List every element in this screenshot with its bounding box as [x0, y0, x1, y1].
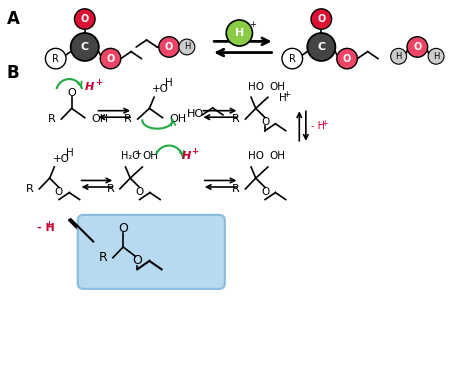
Text: +: +	[283, 90, 290, 99]
Text: H: H	[182, 151, 191, 161]
Text: OH: OH	[270, 82, 286, 91]
Text: O: O	[67, 87, 76, 98]
Text: H: H	[85, 82, 94, 92]
Text: H: H	[165, 78, 173, 88]
Text: +: +	[45, 220, 52, 229]
Text: A: A	[7, 10, 19, 28]
Text: OH: OH	[142, 151, 158, 161]
Text: H: H	[395, 52, 402, 61]
Text: O: O	[261, 117, 269, 127]
Text: HO: HO	[248, 151, 264, 161]
FancyBboxPatch shape	[78, 215, 225, 289]
Text: +O: +O	[54, 154, 70, 164]
Text: O: O	[118, 222, 128, 235]
Text: OH: OH	[92, 114, 109, 124]
Text: C: C	[81, 42, 89, 52]
Text: R: R	[99, 251, 107, 264]
Text: R: R	[232, 184, 240, 194]
Text: O: O	[343, 53, 351, 63]
Text: +: +	[321, 119, 328, 128]
Text: O: O	[81, 14, 89, 24]
Text: O: O	[413, 42, 421, 52]
Circle shape	[159, 37, 179, 57]
Circle shape	[337, 48, 357, 69]
Text: - H: - H	[311, 121, 325, 131]
Text: R: R	[124, 114, 132, 124]
Circle shape	[282, 48, 302, 69]
Text: R: R	[289, 53, 296, 63]
Text: H: H	[66, 148, 74, 158]
Text: R: R	[107, 184, 114, 194]
Text: H: H	[235, 28, 244, 38]
Text: OH: OH	[170, 114, 187, 124]
Text: R: R	[26, 184, 34, 194]
Text: H₂O: H₂O	[121, 151, 140, 161]
Circle shape	[46, 48, 66, 69]
Text: R: R	[232, 114, 240, 124]
Circle shape	[100, 48, 121, 69]
Text: O: O	[55, 187, 63, 197]
Text: HO: HO	[187, 109, 204, 119]
Text: B: B	[7, 63, 19, 82]
Text: - H: - H	[36, 223, 54, 233]
Text: H: H	[184, 43, 190, 51]
Text: +: +	[134, 149, 141, 158]
Text: O: O	[317, 14, 326, 24]
Circle shape	[407, 37, 428, 57]
Text: +: +	[249, 20, 256, 29]
Text: +O: +O	[152, 84, 169, 94]
Text: O: O	[132, 254, 142, 267]
Text: O: O	[106, 53, 115, 63]
Text: R: R	[48, 114, 56, 124]
Circle shape	[71, 33, 99, 61]
Text: C: C	[317, 42, 325, 52]
Text: +: +	[95, 78, 102, 87]
Text: HO: HO	[248, 82, 264, 91]
Text: O: O	[261, 187, 269, 197]
Circle shape	[428, 48, 444, 64]
Circle shape	[391, 48, 407, 64]
Text: H: H	[433, 52, 439, 61]
Circle shape	[226, 20, 253, 46]
Text: OH: OH	[270, 151, 286, 161]
Text: O: O	[136, 187, 144, 197]
Circle shape	[74, 9, 95, 29]
Text: H: H	[279, 93, 287, 103]
Circle shape	[179, 39, 195, 55]
Circle shape	[311, 9, 332, 29]
Text: O: O	[165, 42, 173, 52]
Circle shape	[307, 33, 336, 61]
Text: +: +	[191, 147, 198, 156]
Text: R: R	[52, 53, 59, 63]
